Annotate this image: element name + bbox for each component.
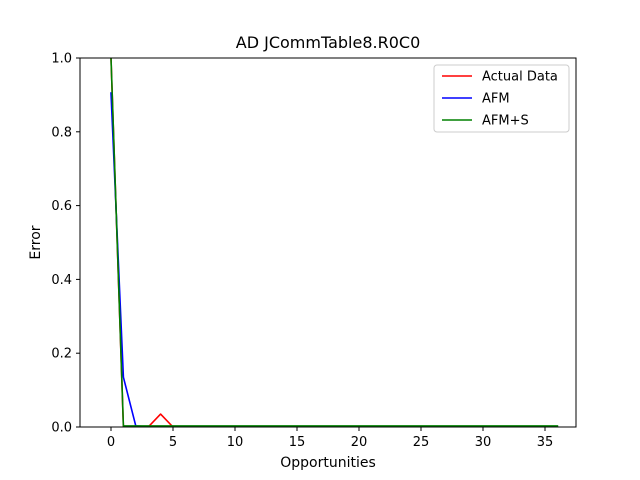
y-tick-label: 0.8 [51, 125, 72, 140]
y-axis-label: Error [28, 225, 44, 259]
series-layer [110, 58, 559, 427]
y-tick-label: 0.0 [51, 421, 72, 436]
plot-area [110, 58, 559, 427]
x-tick-label: 5 [169, 435, 177, 450]
chart-title: AD JCommTable8.R0C0 [236, 33, 421, 52]
legend-label-afm-s: AFM+S [482, 114, 529, 129]
legend-items: Actual Data AFM AFM+S [442, 70, 558, 129]
plot-frame [79, 57, 577, 428]
y-tick-label: 0.2 [51, 347, 72, 362]
legend-box [433, 64, 570, 133]
legend-label-afm: AFM [482, 92, 510, 107]
x-tick-label: 10 [227, 435, 244, 450]
legend-label-actual-data: Actual Data [482, 70, 558, 85]
x-axis-ticks: 0 5 10 15 20 25 30 35 [107, 427, 553, 450]
y-tick-label: 0.6 [51, 199, 72, 214]
x-tick-label: 30 [475, 435, 492, 450]
series-line-afm-s [110, 58, 559, 427]
x-tick-label: 20 [351, 435, 368, 450]
x-tick-label: 25 [413, 435, 430, 450]
x-tick-label: 35 [537, 435, 554, 450]
y-tick-label: 1.0 [51, 52, 72, 67]
x-tick-label: 15 [289, 435, 306, 450]
x-axis-label: Opportunities [280, 455, 376, 471]
y-tick-label: 0.4 [51, 273, 72, 288]
x-tick-label: 0 [107, 435, 115, 450]
y-axis-ticks: 0.0 0.2 0.4 0.6 0.8 1.0 [51, 52, 80, 436]
legend: Actual Data AFM AFM+S [433, 64, 570, 133]
